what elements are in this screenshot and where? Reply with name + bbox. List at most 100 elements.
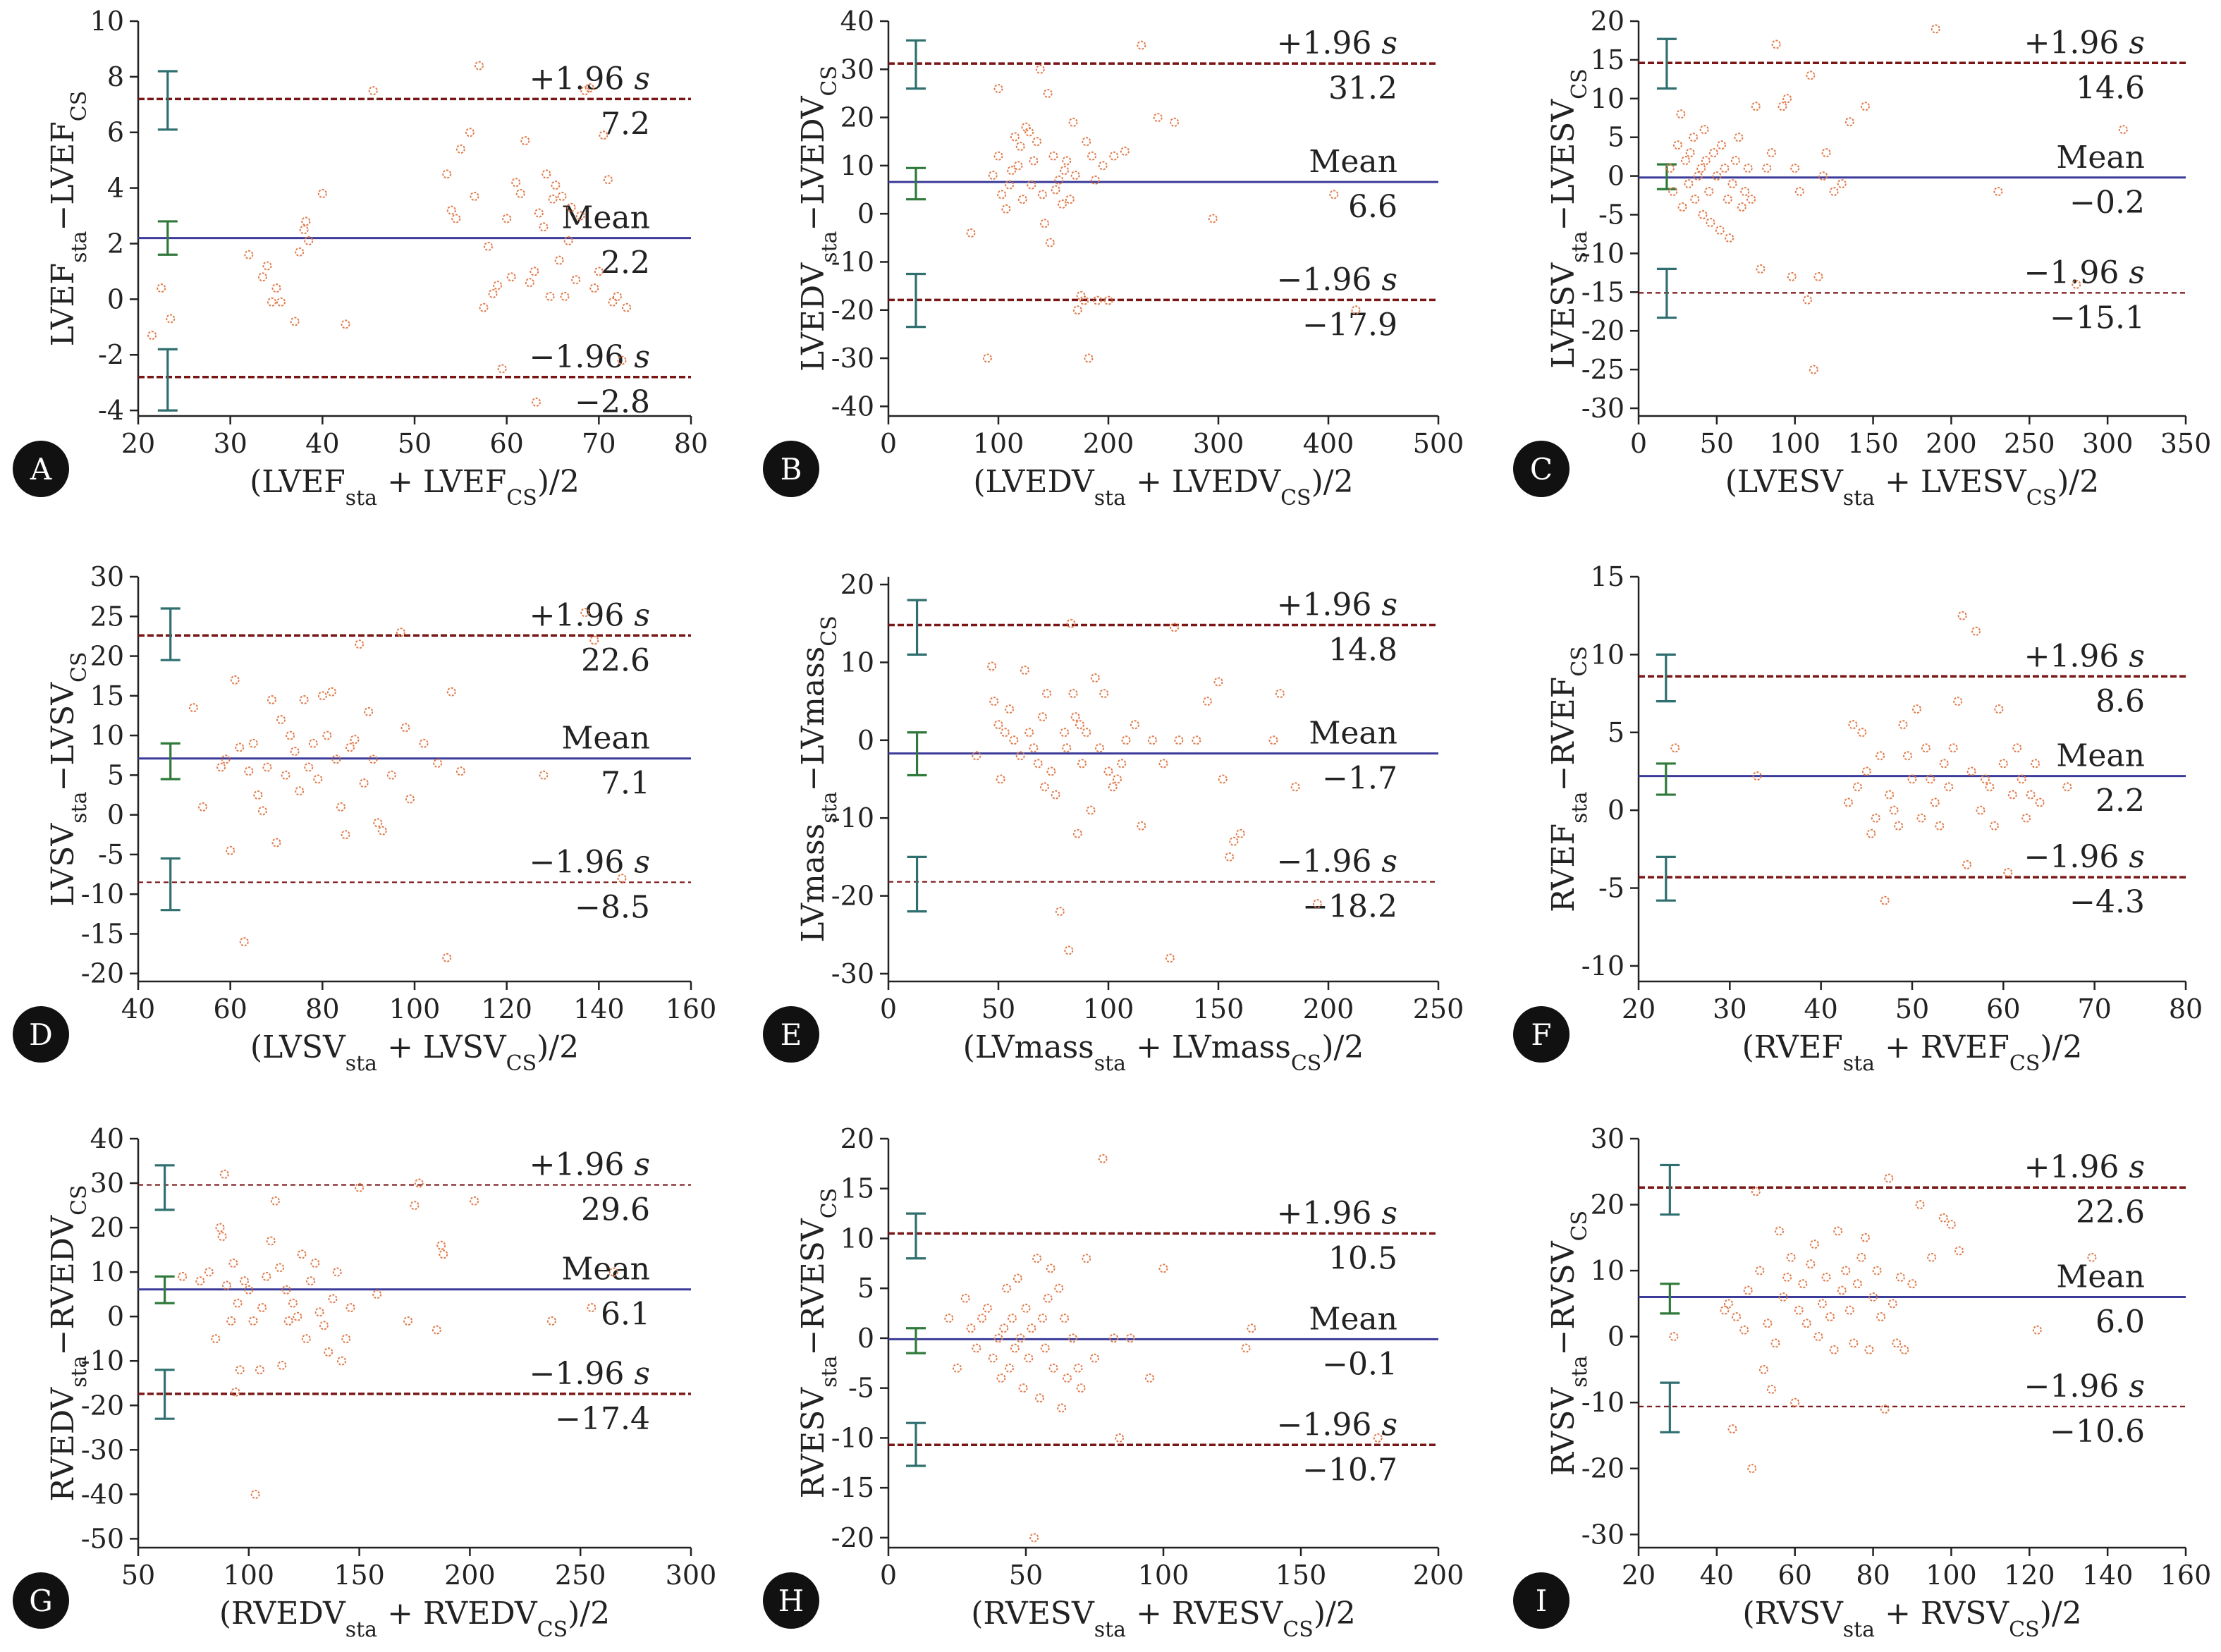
panel-g: 50 100 150 200 250 300 -50 -40 -30 -20 -10 0 10 20 30 4… [13, 1123, 716, 1642]
data-point [617, 355, 627, 365]
data-point [966, 1323, 976, 1333]
data-point [1032, 1254, 1042, 1264]
x-tick-label: 120 [2004, 1560, 2055, 1591]
data-point [219, 1169, 229, 1179]
data-point [1108, 782, 1118, 792]
data-point [1037, 190, 1047, 200]
data-point [1067, 1333, 1077, 1343]
x-tick-label: 40 [1804, 993, 1837, 1024]
data-point [1778, 1292, 1788, 1302]
x-tick-label: 50 [1895, 993, 1929, 1024]
data-point [1002, 1283, 1012, 1293]
data-point [1876, 751, 1885, 761]
data-point [1837, 1285, 1847, 1295]
label-text: )/2 [1311, 464, 1354, 500]
label-subscript: CS [1567, 68, 1592, 99]
data-point [944, 1314, 954, 1323]
x-tick-label: 300 [666, 1560, 717, 1591]
label-text: )/2 [1314, 1596, 1356, 1632]
mean-value: −0.2 [2069, 185, 2145, 221]
data-point [1020, 665, 1029, 675]
upper-ci-bar [906, 1212, 926, 1260]
label-text: −LVmass [795, 647, 831, 792]
x-tick-label: 150 [334, 1560, 385, 1591]
data-point [1090, 1353, 1099, 1363]
x-tick-label: 80 [2169, 993, 2203, 1024]
data-point [271, 838, 281, 848]
panel-letter: F [1531, 1017, 1551, 1052]
mean-ci-bar [907, 731, 927, 777]
data-point [2003, 867, 2013, 877]
data-point [1825, 1312, 1835, 1322]
data-point [1843, 797, 1853, 807]
y-tick-label: -20 [81, 958, 124, 989]
data-point [1247, 1323, 1256, 1333]
data-point [1743, 1285, 1753, 1295]
data-point [301, 216, 311, 226]
label-text: −LVSV [45, 682, 81, 792]
upper-limit-label: +1.96 s [1277, 587, 1397, 623]
data-point [1098, 161, 1108, 171]
data-point [534, 208, 544, 218]
label-text: )/2 [568, 1596, 610, 1632]
data-point [1866, 828, 1876, 838]
data-point [1665, 164, 1675, 173]
x-tick-label: 150 [1275, 1560, 1327, 1591]
label-text: )/2 [2040, 1596, 2082, 1632]
label-subscript: CS [506, 1051, 537, 1076]
y-tick-label: -15 [81, 918, 124, 949]
data-point [1054, 1283, 1064, 1293]
y-tick-label: -20 [1581, 1453, 1625, 1484]
upper-ci-bar [907, 599, 927, 656]
data-point [332, 1267, 342, 1277]
x-tick-label: 100 [1083, 993, 1134, 1024]
data-point [1029, 743, 1039, 753]
lower-ci-bar [907, 855, 927, 913]
data-point [497, 364, 507, 374]
data-point [1229, 836, 1239, 846]
data-point [1046, 766, 1056, 776]
data-point [1072, 828, 1082, 838]
lower-limit-label: −1.96 s [1277, 262, 1397, 298]
data-point [314, 1307, 324, 1317]
mean-ci-bar [1660, 1283, 1680, 1315]
data-point [1806, 71, 1816, 80]
data-point [1681, 156, 1691, 166]
panel-badge: D [13, 1006, 69, 1063]
data-point [1066, 618, 1076, 628]
data-point [1082, 137, 1091, 147]
data-point [1057, 200, 1067, 209]
data-point [539, 770, 549, 780]
data-point [341, 319, 350, 329]
data-point [281, 1285, 291, 1295]
data-point [1060, 166, 1070, 176]
data-point [1962, 859, 1972, 869]
upper-limit-value: 14.8 [1328, 632, 1397, 668]
data-point [1699, 125, 1709, 135]
mean-value: 2.2 [601, 245, 650, 281]
limit-factor: +1.96 [2024, 1149, 2119, 1185]
panel-badge: C [1513, 441, 1570, 497]
data-point [1021, 122, 1031, 132]
upper-ci-bar [160, 607, 181, 661]
data-point [248, 738, 258, 748]
data-point [1112, 774, 1122, 784]
x-tick-label: 80 [1856, 1560, 1890, 1591]
data-point [1373, 1433, 1383, 1443]
label-subscript: sta [345, 1617, 377, 1642]
data-point [1794, 1305, 1804, 1315]
data-point [1868, 1292, 1878, 1302]
data-point [1090, 673, 1100, 683]
data-point [244, 766, 254, 776]
data-point [1755, 1266, 1765, 1275]
data-point [1329, 190, 1339, 200]
data-point [1737, 202, 1746, 212]
panel-letter: E [781, 1017, 802, 1052]
x-tick-label: 160 [666, 993, 717, 1024]
lower-limit-label: −1.96 s [1277, 1407, 1397, 1443]
data-point [1907, 1279, 1917, 1289]
data-point [1043, 1293, 1053, 1303]
data-point [589, 635, 599, 645]
sd-symbol: s [1381, 844, 1397, 880]
